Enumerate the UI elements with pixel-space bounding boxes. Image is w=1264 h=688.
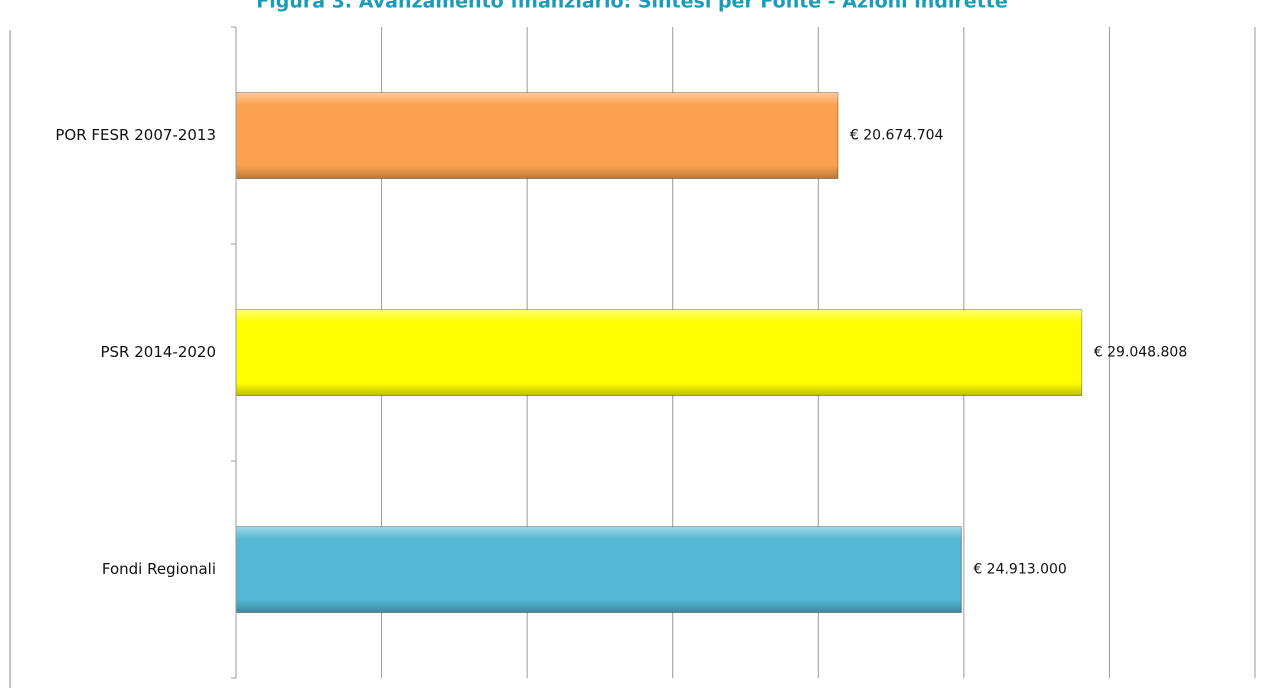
bar-shade	[236, 526, 962, 613]
value-label: € 29.048.808	[1094, 345, 1188, 361]
value-label: € 20.674.704	[850, 128, 944, 144]
value-label: € 24.913.000	[973, 562, 1067, 578]
bar-shade	[236, 309, 1082, 396]
y-tick-label: PSR 2014-2020	[100, 343, 216, 361]
y-tick-label: Fondi Regionali	[102, 560, 216, 578]
y-tick-label: POR FESR 2007-2013	[55, 126, 216, 144]
bar-shade	[236, 92, 838, 179]
chart-title: Figura 3. Avanzamento finanziario: Sinte…	[256, 0, 1008, 13]
